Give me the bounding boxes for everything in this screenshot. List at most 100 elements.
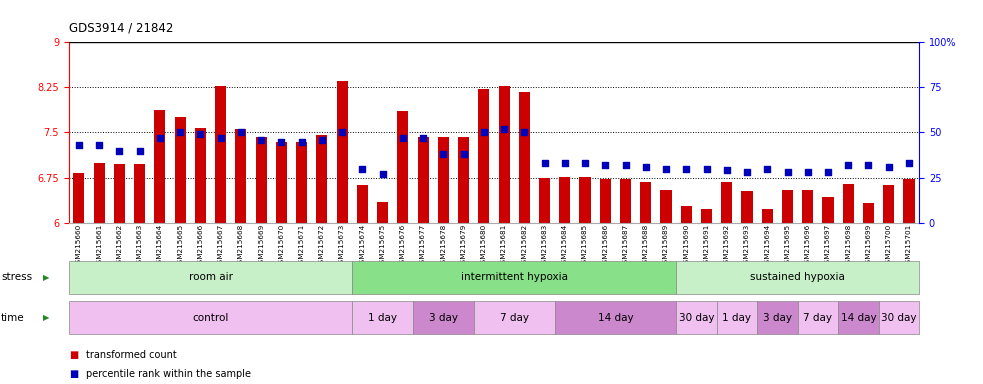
Point [617, 162, 633, 168]
Text: sustained hypoxia: sustained hypoxia [750, 272, 845, 283]
Bar [479, 89, 490, 223]
Text: 30 day: 30 day [678, 313, 715, 323]
Bar [863, 203, 874, 223]
Text: GSM215692: GSM215692 [723, 224, 729, 268]
Bar [539, 177, 550, 223]
Bar [352, 301, 413, 334]
Bar [722, 182, 732, 223]
Bar [413, 301, 474, 334]
Text: GSM215684: GSM215684 [562, 224, 568, 268]
Bar [418, 137, 429, 223]
Text: 7 day: 7 day [803, 313, 833, 323]
Bar [879, 301, 919, 334]
Point [172, 129, 188, 136]
Bar [74, 174, 85, 223]
Bar [676, 261, 919, 294]
Bar [458, 137, 469, 223]
Bar [802, 190, 813, 223]
Point [800, 169, 816, 175]
Bar [797, 301, 838, 334]
Point [577, 160, 593, 166]
Text: GSM215698: GSM215698 [845, 224, 851, 268]
Point [537, 160, 552, 166]
Text: GSM215680: GSM215680 [481, 224, 487, 268]
Text: GSM215665: GSM215665 [177, 224, 183, 268]
Bar [661, 190, 671, 223]
Text: GSM215696: GSM215696 [805, 224, 811, 268]
Text: GSM215670: GSM215670 [278, 224, 284, 268]
Point [840, 162, 856, 168]
Text: stress: stress [1, 272, 32, 283]
Text: GSM215688: GSM215688 [643, 224, 649, 268]
Point [314, 137, 329, 143]
Point [355, 166, 371, 172]
Point [212, 135, 228, 141]
Text: GSM215700: GSM215700 [886, 224, 892, 268]
Text: GSM215674: GSM215674 [360, 224, 366, 268]
Bar [781, 190, 793, 223]
Bar [175, 118, 186, 223]
Bar [352, 261, 676, 294]
Text: GSM215663: GSM215663 [137, 224, 143, 268]
Bar [757, 301, 797, 334]
Text: ▶: ▶ [43, 313, 50, 322]
Bar [883, 185, 895, 223]
Point [294, 139, 310, 145]
Bar [69, 261, 352, 294]
Text: ■: ■ [69, 350, 78, 360]
Text: GSM215673: GSM215673 [339, 224, 345, 268]
Point [334, 129, 350, 136]
Text: GSM215679: GSM215679 [461, 224, 467, 268]
Bar [559, 177, 570, 223]
Text: GSM215681: GSM215681 [501, 224, 507, 268]
Text: GSM215677: GSM215677 [420, 224, 426, 268]
Bar [336, 81, 348, 223]
Text: GSM215682: GSM215682 [521, 224, 527, 268]
Point [739, 169, 755, 175]
Text: GSM215668: GSM215668 [238, 224, 244, 268]
Text: transformed count: transformed count [86, 350, 176, 360]
Text: GSM215695: GSM215695 [784, 224, 790, 268]
Bar [903, 179, 914, 223]
Point [678, 166, 694, 172]
Point [516, 129, 532, 136]
Point [375, 171, 390, 177]
Text: GSM215678: GSM215678 [440, 224, 446, 268]
Text: GSM215664: GSM215664 [157, 224, 163, 268]
Bar [93, 162, 105, 223]
Text: GSM215660: GSM215660 [76, 224, 82, 268]
Point [132, 147, 147, 154]
Bar [823, 197, 834, 223]
Bar [498, 86, 509, 223]
Point [152, 135, 168, 141]
Bar [215, 86, 226, 223]
Bar [838, 301, 879, 334]
Text: GSM215675: GSM215675 [379, 224, 385, 268]
Bar [554, 301, 676, 334]
Text: GSM215701: GSM215701 [906, 224, 912, 268]
Bar [357, 185, 368, 223]
Point [193, 131, 208, 137]
Text: GDS3914 / 21842: GDS3914 / 21842 [69, 22, 173, 35]
Text: 30 day: 30 day [881, 313, 916, 323]
Bar [276, 142, 287, 223]
Bar [762, 210, 773, 223]
Text: 14 day: 14 day [598, 313, 633, 323]
Text: GSM215662: GSM215662 [116, 224, 123, 268]
Bar [580, 177, 591, 223]
Text: ■: ■ [69, 369, 78, 379]
Text: GSM215683: GSM215683 [542, 224, 548, 268]
Text: time: time [1, 313, 25, 323]
Text: 14 day: 14 day [840, 313, 876, 323]
Bar [519, 92, 530, 223]
Point [699, 166, 715, 172]
Text: GSM215694: GSM215694 [764, 224, 771, 268]
Bar [676, 301, 717, 334]
Point [254, 137, 269, 143]
Text: 1 day: 1 day [368, 313, 397, 323]
Bar [640, 182, 652, 223]
Bar [235, 129, 247, 223]
Text: 3 day: 3 day [429, 313, 458, 323]
Point [760, 166, 776, 172]
Bar [296, 142, 308, 223]
